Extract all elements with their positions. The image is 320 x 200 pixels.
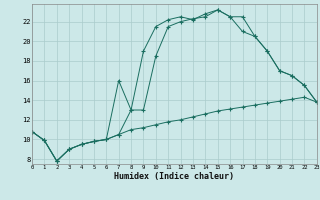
X-axis label: Humidex (Indice chaleur): Humidex (Indice chaleur) (115, 172, 234, 181)
